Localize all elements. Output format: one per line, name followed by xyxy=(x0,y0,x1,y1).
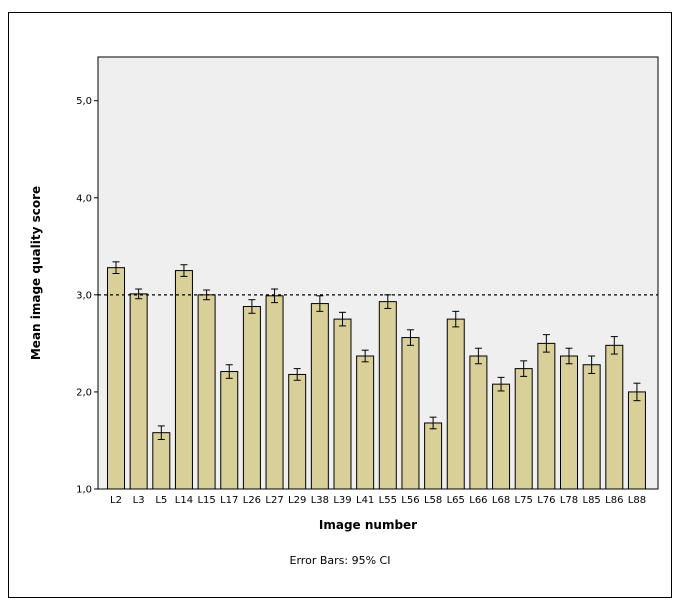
x-tick-label-L86: L86 xyxy=(605,495,623,506)
y-tick-label: 3,0 xyxy=(76,290,92,301)
bars-group xyxy=(107,261,646,490)
x-tick-label-L58: L58 xyxy=(424,495,442,506)
x-tick-label-L55: L55 xyxy=(379,495,397,506)
bar-L75 xyxy=(514,368,533,490)
y-axis-title: Mean image quality score xyxy=(29,186,43,360)
bar-L65 xyxy=(446,318,465,490)
bar-L55 xyxy=(378,301,397,490)
y-axis-ticks: 1,0 2,0 3,0 4,0 5,0 xyxy=(76,96,98,496)
bar-L58 xyxy=(424,422,443,490)
bar-L41 xyxy=(356,355,375,490)
x-axis-ticks: L2 L3 L5 L14 L15 L17 L26 L27 L29 L38 L39 L41 L55 L56 L… xyxy=(110,495,646,506)
bar-L66 xyxy=(469,355,488,490)
bar-L86 xyxy=(605,344,624,490)
x-tick-label-L2: L2 xyxy=(110,495,122,506)
y-tick-label: 2,0 xyxy=(76,387,92,398)
x-tick-label-L78: L78 xyxy=(560,495,578,506)
bar-L88 xyxy=(627,391,646,490)
x-tick-label-L38: L38 xyxy=(311,495,329,506)
bar-L38 xyxy=(310,303,329,490)
x-tick-label-L3: L3 xyxy=(133,495,145,506)
x-tick-label-L26: L26 xyxy=(243,495,261,506)
bar-L5 xyxy=(152,432,171,490)
bar-L3 xyxy=(129,293,148,490)
x-tick-label-L15: L15 xyxy=(197,495,215,506)
x-tick-label-L5: L5 xyxy=(155,495,167,506)
x-tick-label-L65: L65 xyxy=(447,495,465,506)
x-tick-label-L17: L17 xyxy=(220,495,238,506)
bar-L85 xyxy=(582,364,601,490)
x-tick-label-L76: L76 xyxy=(537,495,555,506)
x-tick-label-L75: L75 xyxy=(515,495,533,506)
x-tick-label-L66: L66 xyxy=(469,495,487,506)
x-tick-label-L85: L85 xyxy=(583,495,601,506)
bar-L29 xyxy=(288,373,307,490)
bar-L78 xyxy=(560,355,578,490)
bar-L14 xyxy=(174,270,193,490)
bar-L76 xyxy=(537,342,556,490)
bar-L27 xyxy=(265,295,284,490)
bar-L68 xyxy=(492,383,511,490)
bar-L17 xyxy=(220,371,239,490)
x-axis-title: Image number xyxy=(319,518,417,532)
x-tick-label-L29: L29 xyxy=(288,495,306,506)
x-tick-label-L39: L39 xyxy=(333,495,351,506)
y-tick-label: 5,0 xyxy=(76,96,92,107)
bar-L26 xyxy=(242,305,261,490)
y-tick-label: 1,0 xyxy=(76,485,92,496)
bar-L56 xyxy=(401,337,420,490)
bar-L2 xyxy=(107,267,125,490)
error-bars-note: Error Bars: 95% CI xyxy=(290,554,391,567)
x-tick-label-L88: L88 xyxy=(628,495,646,506)
x-tick-label-L56: L56 xyxy=(401,495,419,506)
x-tick-label-L14: L14 xyxy=(175,495,193,506)
x-tick-label-L41: L41 xyxy=(356,495,374,506)
bar-L39 xyxy=(333,318,352,490)
x-tick-label-L27: L27 xyxy=(265,495,283,506)
bar-L15 xyxy=(197,294,216,490)
y-tick-label: 4,0 xyxy=(76,193,92,204)
x-tick-label-L68: L68 xyxy=(492,495,510,506)
